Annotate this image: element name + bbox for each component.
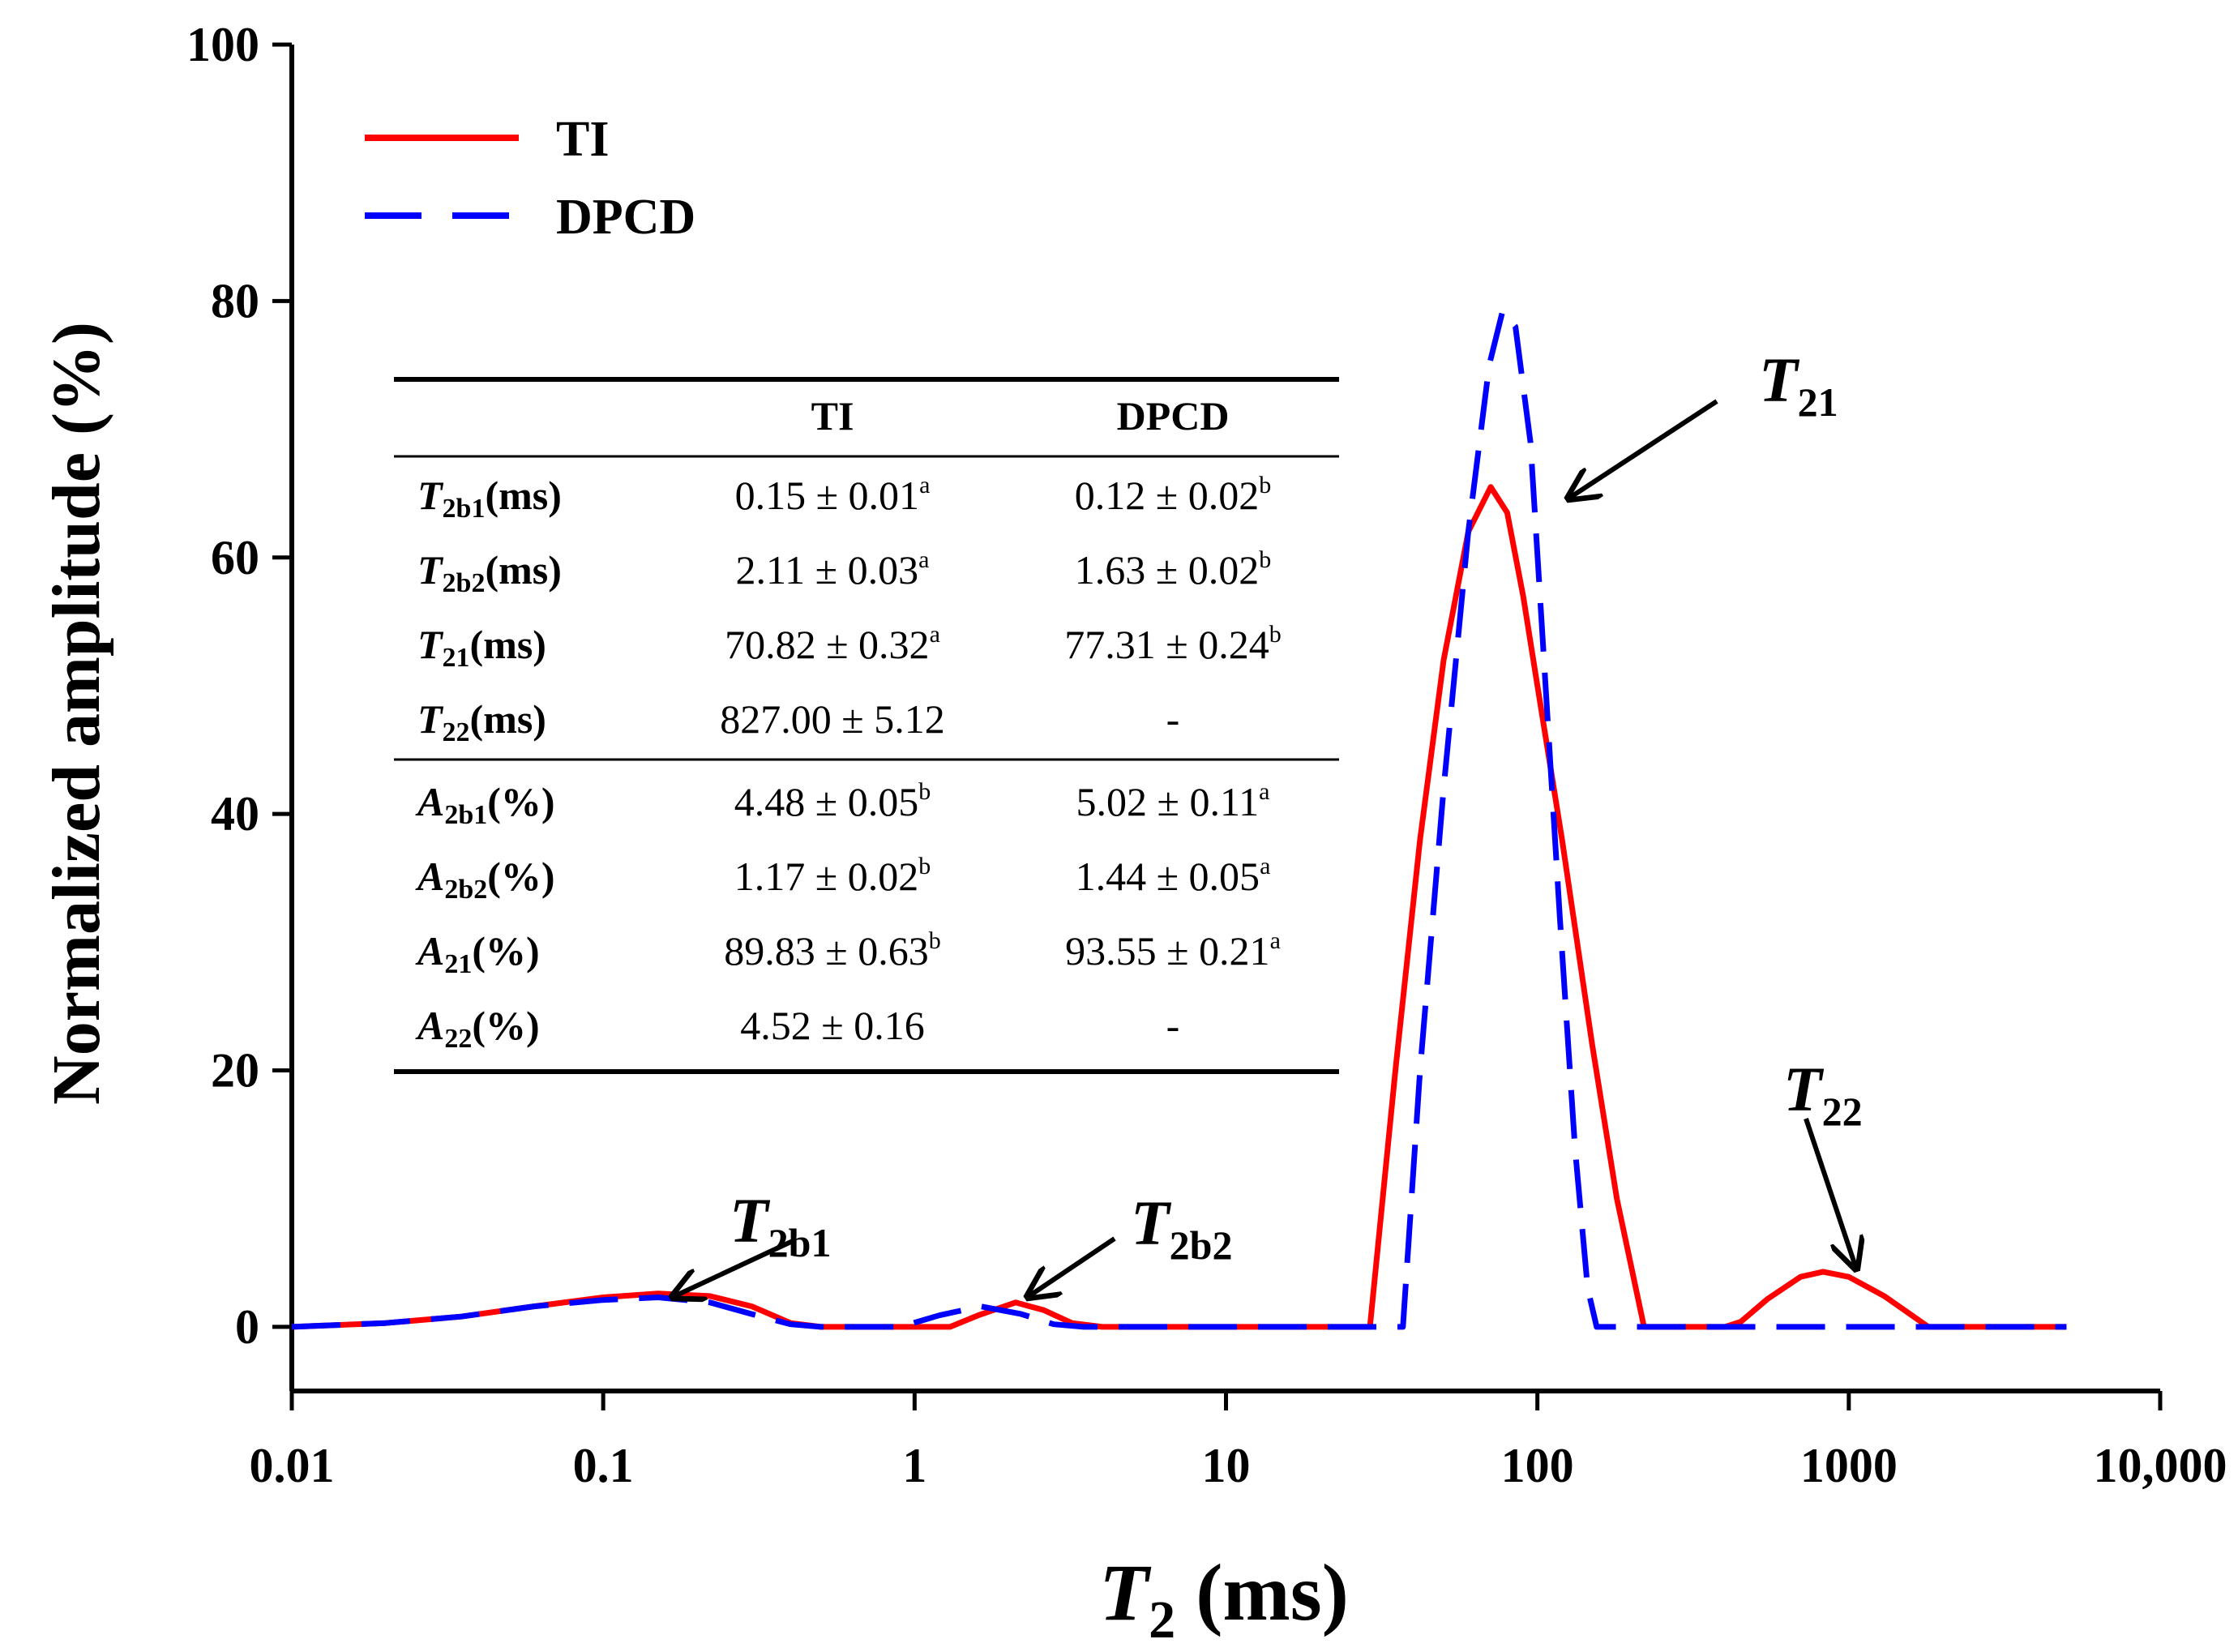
y-tick-label: 20: [211, 1044, 259, 1098]
legend-label-ti: TI: [556, 112, 609, 167]
axes: 0 20 40 60 80 100 0.01 0.1 1 10 100 1000 10,000 T2 (m…: [39, 18, 2227, 1650]
table-cell-dpcd: -: [1166, 1003, 1180, 1048]
table-cell-dpcd: 1.63 ± 0.02b: [1075, 546, 1271, 593]
table-row-label: A2b2(%): [415, 854, 555, 905]
x-tick-label: 10,000: [2094, 1439, 2227, 1492]
x-tick-label: 1: [902, 1439, 926, 1492]
table-cell-ti: 2.11 ± 0.03a: [736, 546, 930, 593]
x-tick-label: 1000: [1800, 1439, 1898, 1492]
annotation-arrow: [673, 1238, 796, 1297]
table-row-label: T21(ms): [417, 622, 546, 673]
table-cell-ti: 89.83 ± 0.63b: [724, 927, 940, 974]
legend-label-dpcd: DPCD: [556, 190, 695, 245]
y-tick-label: 60: [211, 531, 259, 584]
series-line-ti: [291, 484, 2067, 1330]
x-axis-label: T2 (ms): [1099, 1547, 1349, 1650]
series-line-dpcd: [291, 308, 2067, 1330]
table-row-label: T22(ms): [417, 696, 546, 747]
table-cell-dpcd: 77.31 ± 0.24b: [1064, 621, 1281, 667]
table-header: TI: [811, 393, 854, 439]
annotation-label: T2b1: [730, 1185, 831, 1265]
table-row-label: T2b1(ms): [417, 473, 562, 524]
table-cell-dpcd: 1.44 ± 0.05a: [1076, 853, 1271, 899]
table-header: DPCD: [1117, 393, 1230, 439]
table-cell-ti: 4.52 ± 0.16: [740, 1003, 924, 1048]
table-row-label: T2b2(ms): [417, 547, 562, 598]
table-cell-ti: 0.15 ± 0.01a: [735, 472, 931, 518]
table-cell-ti: 1.17 ± 0.02b: [734, 853, 931, 899]
y-tick-label: 100: [186, 18, 259, 71]
table-cell-ti: 70.82 ± 0.32a: [725, 621, 940, 667]
y-tick-label: 0: [235, 1300, 259, 1354]
table-cell-ti: 4.48 ± 0.05b: [734, 778, 931, 824]
table-row-label: A21(%): [415, 928, 540, 979]
annotation-label: T2b2: [1131, 1188, 1232, 1268]
annotation-label: T21: [1759, 345, 1838, 425]
table-cell-ti: 827.00 ± 5.12: [720, 696, 944, 742]
annotation-label: T22: [1783, 1054, 1863, 1134]
y-axis-label: Normalized amplitude (%): [39, 322, 114, 1105]
legend: TI DPCD: [365, 112, 695, 245]
x-tick-label: 0.01: [250, 1439, 335, 1492]
y-tick-label: 40: [211, 787, 259, 841]
x-tick-label: 100: [1501, 1439, 1574, 1492]
table-row-label: A22(%): [415, 1003, 540, 1054]
annotation-arrow: [1028, 1236, 1116, 1297]
y-tick-label: 80: [211, 274, 259, 327]
table-cell-dpcd: 93.55 ± 0.21a: [1065, 927, 1281, 974]
x-tick-label: 10: [1202, 1439, 1251, 1492]
annotation-arrow: [1568, 399, 1718, 499]
annotation-arrow: [1804, 1118, 1856, 1269]
annotation-layer: T2b1 T2b2 T21 T22: [673, 345, 1863, 1297]
series-layer: [291, 308, 2067, 1330]
table-cell-dpcd: 5.02 ± 0.11a: [1076, 778, 1270, 824]
table-row-label: A2b1(%): [415, 779, 555, 830]
table-cell-dpcd: 0.12 ± 0.02b: [1075, 472, 1271, 518]
x-tick-label: 0.1: [573, 1439, 634, 1492]
table-cell-dpcd: -: [1166, 696, 1180, 742]
data-table: TI DPCD T2b1(ms) 0.15 ± 0.01a 0.12 ± 0.02b T2…: [394, 377, 1339, 1074]
